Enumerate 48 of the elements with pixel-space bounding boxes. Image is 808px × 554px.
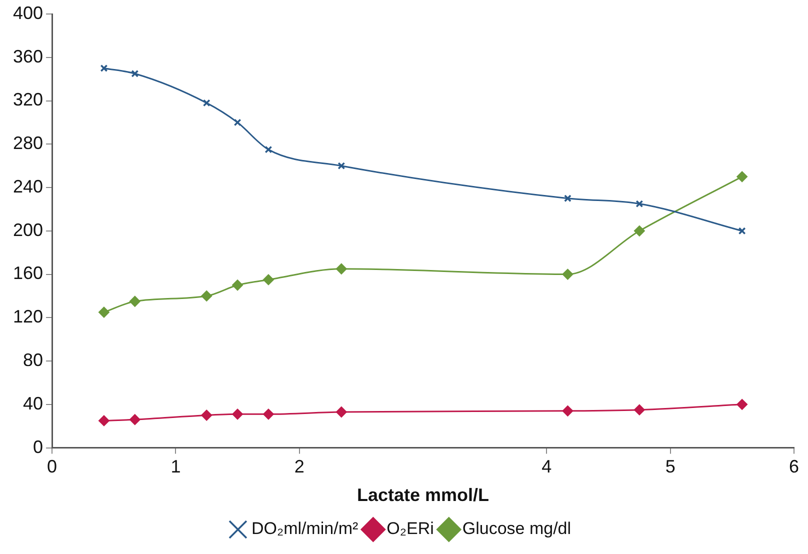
point [232,408,244,420]
point [262,408,274,420]
point [562,268,574,280]
point [201,410,212,421]
point [336,406,347,418]
y-tick-label: 280 [12,133,44,154]
y-tick-label: 120 [12,306,44,327]
legend-label: O₂ERi [386,519,434,538]
y-tick-label: 160 [12,263,44,284]
point [131,70,139,78]
point [202,99,210,107]
point [98,306,110,318]
x-tick-label: 4 [542,456,552,477]
x-tick-label: 2 [294,456,304,477]
x-tick-label: 1 [170,456,181,477]
y-tick-label: 320 [12,90,44,110]
point [634,404,645,416]
y-tick-label: 80 [23,350,44,370]
y-tick-label: 240 [12,176,44,196]
point [634,225,645,236]
x-axis-title: Lactate mmol/L [357,485,490,506]
point [736,171,748,182]
point [129,296,140,307]
point [264,146,272,154]
point [262,274,274,286]
point [100,64,108,72]
y-tick-label: 400 [12,2,44,23]
x-tick-label: 5 [665,456,676,477]
legend-label: DO₂ml/min/m² [251,519,358,538]
point [636,200,644,208]
y-tick-label: 40 [23,393,44,414]
point [564,194,572,202]
point [234,118,242,126]
legend-label: Glucose mg/dl [462,519,572,538]
x-tick-label: 0 [47,456,58,477]
point [201,290,212,302]
point [336,263,347,274]
y-tick-label: 360 [12,46,44,66]
point [98,415,110,426]
y-tick-label: 0 [33,436,44,457]
point [232,280,244,291]
point [736,398,748,410]
point [338,162,346,170]
x-tick-label: 6 [788,456,800,477]
point [129,414,140,426]
point [738,227,746,235]
y-tick-label: 200 [12,220,44,240]
point [562,405,574,416]
